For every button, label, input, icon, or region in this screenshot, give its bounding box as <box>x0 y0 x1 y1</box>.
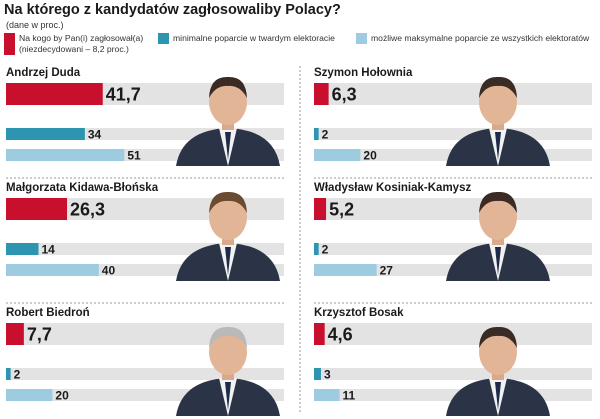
bar-track <box>314 243 592 255</box>
data-label-max-andrzej-duda: 51 <box>127 148 141 162</box>
legend-label-vote-line1: Na kogo by Pan(i) zagłosował(a) <box>19 33 144 43</box>
data-label-vote-szymon-holownia: 6,3 <box>332 84 357 104</box>
data-label-vote-malgorzata-kidawa-blonska: 26,3 <box>70 199 105 219</box>
bar-track <box>314 198 592 220</box>
chart-subtitle: (dane w proc.) <box>6 20 64 30</box>
bar-track <box>314 83 592 105</box>
portrait-shape <box>225 247 231 275</box>
legend-label-max: możliwe maksymalne poparcie ze wszystkic… <box>371 33 590 43</box>
legend-swatch-vote <box>4 33 15 55</box>
data-label-min-robert-biedron: 2 <box>14 367 21 381</box>
data-label-vote-krzysztof-bosak: 4,6 <box>328 324 353 344</box>
portrait-wladyslaw-kosiniak-kamysz <box>446 191 550 281</box>
data-label-max-malgorzata-kidawa-blonska: 40 <box>102 263 116 277</box>
data-label-vote-wladyslaw-kosiniak-kamysz: 5,2 <box>329 199 354 219</box>
bar-min-wladyslaw-kosiniak-kamysz <box>314 243 319 255</box>
portrait-robert-biedron <box>176 326 280 416</box>
portrait-andrzej-duda <box>176 76 280 166</box>
data-label-max-robert-biedron: 20 <box>55 388 69 402</box>
data-label-min-malgorzata-kidawa-blonska: 14 <box>41 242 55 256</box>
legend-item-max: możliwe maksymalne poparcie ze wszystkic… <box>356 33 589 44</box>
data-label-min-krzysztof-bosak: 3 <box>324 367 331 381</box>
portrait-shape <box>479 326 517 348</box>
bar-min-robert-biedron <box>6 368 11 380</box>
candidate-name-andrzej-duda: Andrzej Duda <box>6 67 81 79</box>
data-label-max-krzysztof-bosak: 11 <box>343 388 356 402</box>
portrait-malgorzata-kidawa-blonska <box>176 191 280 281</box>
legend-label-vote-line2: (niezdecydowani – 8,2 proc.) <box>19 44 129 54</box>
bar-vote-szymon-holownia <box>314 83 329 105</box>
data-label-max-szymon-holownia: 20 <box>363 148 377 162</box>
portrait-shape <box>495 247 501 275</box>
bar-track <box>314 368 592 380</box>
portrait-shape <box>225 132 231 160</box>
portrait-shape <box>209 76 247 98</box>
chart-title: Na którego z kandydatów zagłosowaliby Po… <box>4 2 341 18</box>
portrait-shape <box>209 329 247 375</box>
portrait-szymon-holownia <box>446 76 550 166</box>
bar-max-malgorzata-kidawa-blonska <box>6 264 99 276</box>
bar-vote-andrzej-duda <box>6 83 103 105</box>
bar-vote-robert-biedron <box>6 323 24 345</box>
candidate-name-wladyslaw-kosiniak-kamysz: Władysław Kosiniak-Kamysz <box>314 182 471 194</box>
portrait-shape <box>225 382 231 410</box>
portrait-shape <box>495 132 501 160</box>
legend-item-min: minimalne poparcie w twardym elektoracie <box>158 33 335 44</box>
bar-min-andrzej-duda <box>6 128 85 140</box>
candidate-name-szymon-holownia: Szymon Hołownia <box>314 67 413 79</box>
bar-vote-malgorzata-kidawa-blonska <box>6 198 68 220</box>
portrait-shape <box>209 194 247 240</box>
portrait-krzysztof-bosak <box>446 326 550 416</box>
portrait-shape <box>479 194 517 240</box>
data-label-max-wladyslaw-kosiniak-kamysz: 27 <box>380 263 394 277</box>
bar-track <box>314 128 592 140</box>
legend-item-vote: Na kogo by Pan(i) zagłosował(a) (niezdec… <box>4 33 143 55</box>
bar-track <box>6 368 284 380</box>
bar-min-szymon-holownia <box>314 128 319 140</box>
data-label-vote-andrzej-duda: 41,7 <box>106 84 141 104</box>
data-label-vote-robert-biedron: 7,7 <box>27 324 52 344</box>
portrait-shape <box>495 382 501 410</box>
portrait-shape <box>479 329 517 375</box>
portrait-shape <box>209 191 247 213</box>
portrait-shape <box>209 326 247 348</box>
bar-max-szymon-holownia <box>314 149 361 161</box>
legend-swatch-min <box>158 33 169 44</box>
portrait-shape <box>479 76 517 98</box>
bar-max-andrzej-duda <box>6 149 125 161</box>
candidate-name-robert-biedron: Robert Biedroń <box>6 307 90 319</box>
portrait-shape <box>209 79 247 125</box>
candidate-name-malgorzata-kidawa-blonska: Małgorzata Kidawa-Błońska <box>6 182 159 194</box>
bar-vote-wladyslaw-kosiniak-kamysz <box>314 198 327 220</box>
bar-max-krzysztof-bosak <box>314 389 340 401</box>
portrait-shape <box>479 191 517 213</box>
legend-label-min: minimalne poparcie w twardym elektoracie <box>173 33 335 43</box>
bar-max-robert-biedron <box>6 389 53 401</box>
legend-swatch-max <box>356 33 367 44</box>
legend-label-vote: Na kogo by Pan(i) zagłosował(a) (niezdec… <box>19 33 143 55</box>
data-label-min-szymon-holownia: 2 <box>322 127 329 141</box>
bar-vote-krzysztof-bosak <box>314 323 325 345</box>
bar-min-malgorzata-kidawa-blonska <box>6 243 39 255</box>
data-label-min-andrzej-duda: 34 <box>88 127 102 141</box>
bar-min-krzysztof-bosak <box>314 368 321 380</box>
bar-max-wladyslaw-kosiniak-kamysz <box>314 264 377 276</box>
portrait-shape <box>479 79 517 125</box>
data-label-min-wladyslaw-kosiniak-kamysz: 2 <box>322 242 329 256</box>
candidate-name-krzysztof-bosak: Krzysztof Bosak <box>314 307 404 319</box>
bar-track <box>314 323 592 345</box>
